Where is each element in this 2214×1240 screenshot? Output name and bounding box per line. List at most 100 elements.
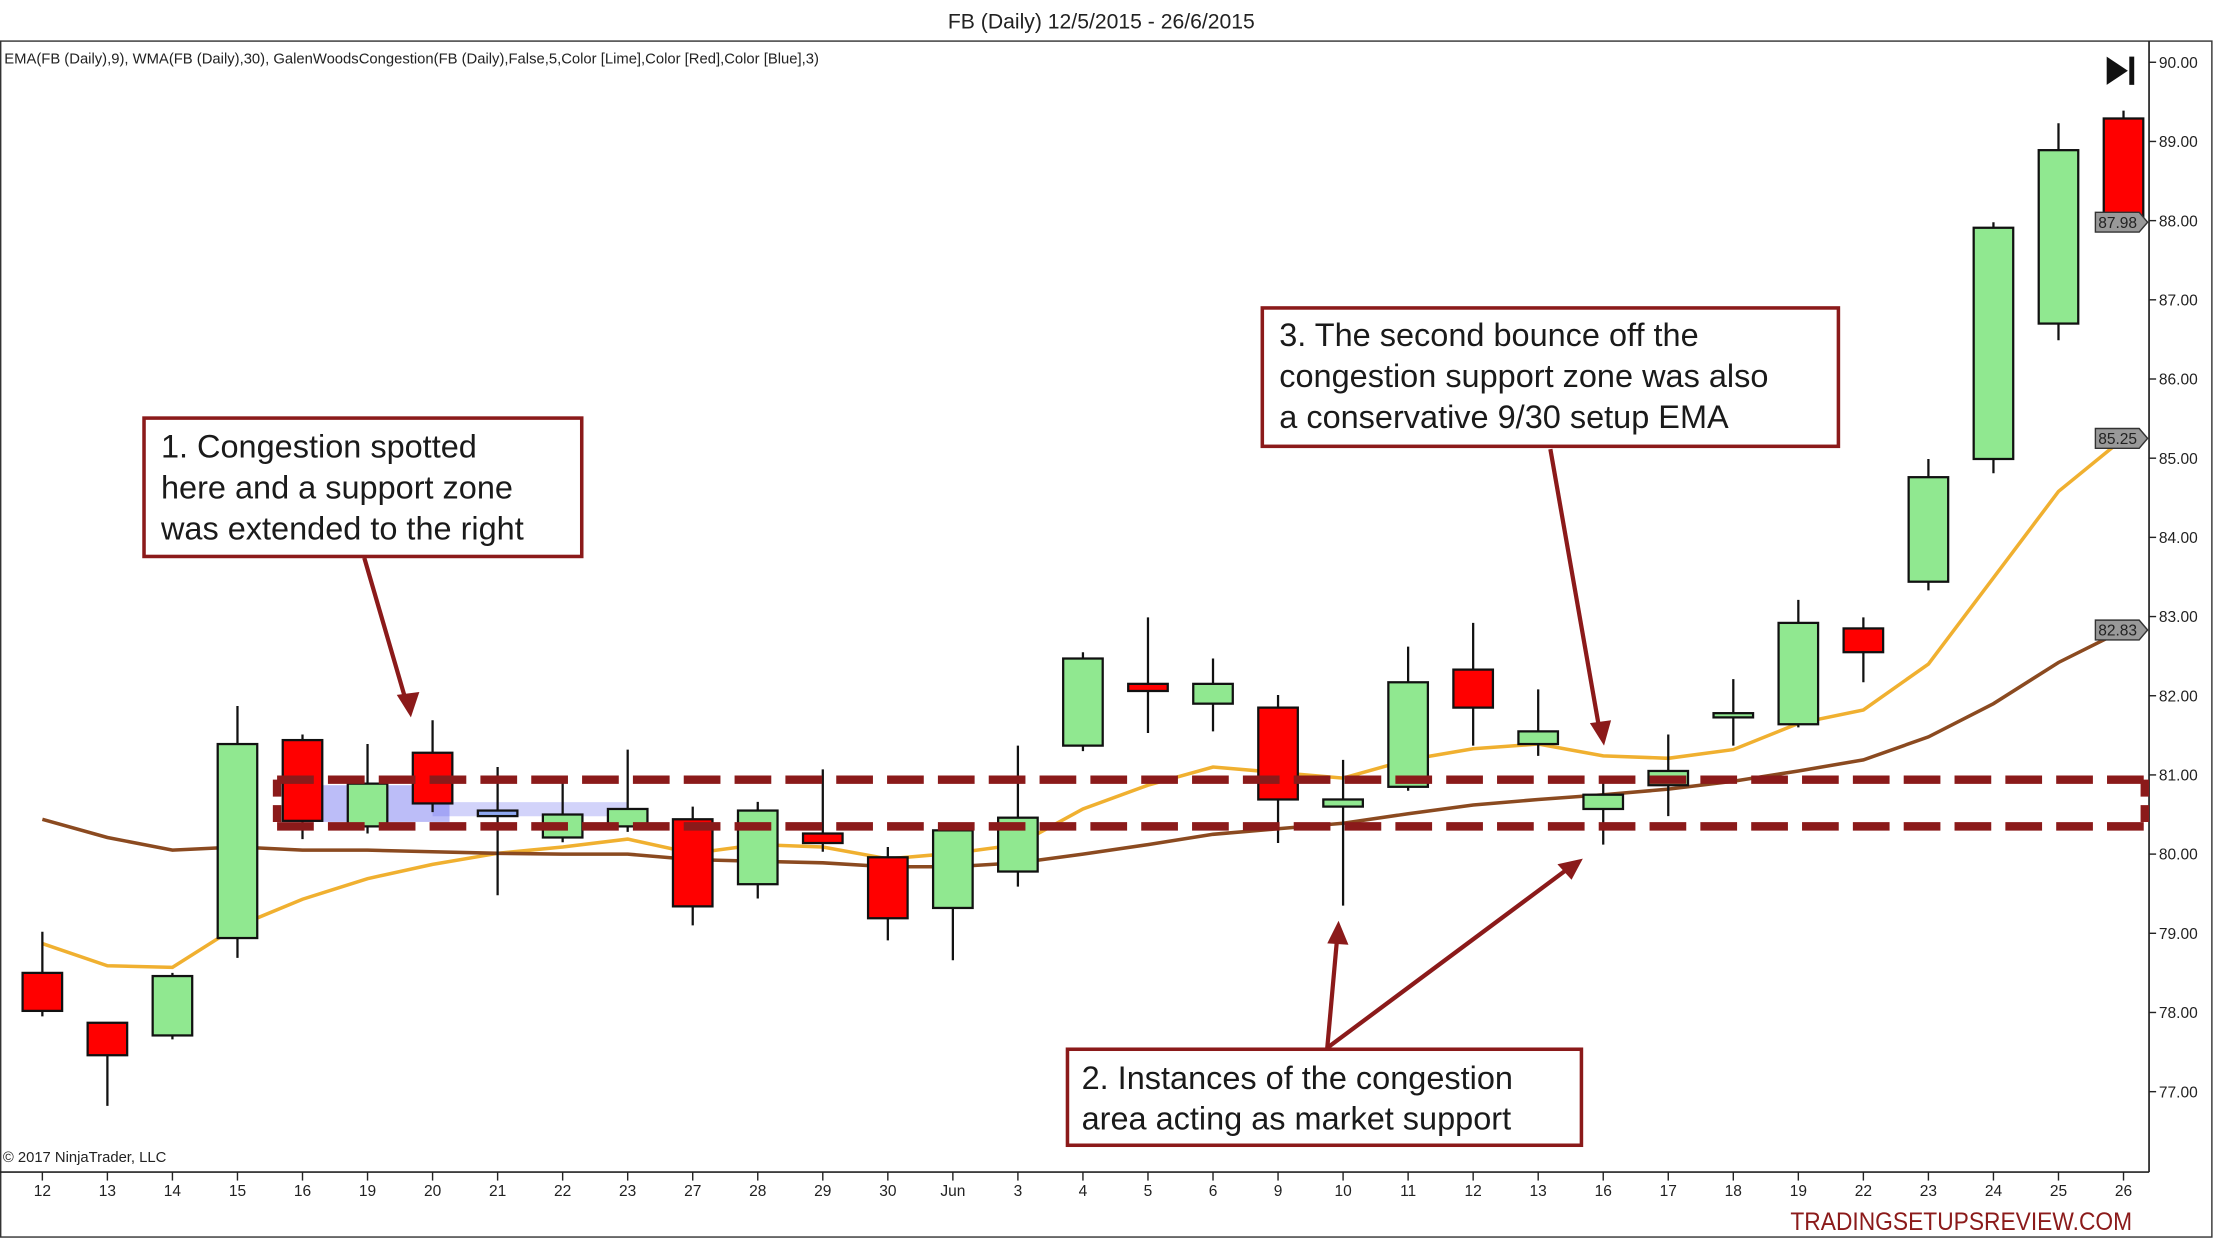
candle-body: [801, 832, 844, 845]
support-zone: [272, 775, 2150, 831]
candle: [86, 1021, 129, 1106]
y-tick-label: 78.00: [2159, 1005, 2198, 1022]
x-tick-label: 4: [1079, 1183, 1088, 1200]
x-tick-label: 22: [1855, 1183, 1872, 1200]
x-tick-label: 26: [2115, 1183, 2132, 1200]
candle-body: [1517, 730, 1560, 746]
candle-body: [346, 782, 389, 828]
x-tick-label: 6: [1209, 1183, 1218, 1200]
candle-body: [86, 1021, 129, 1057]
y-tick-label: 79.00: [2159, 926, 2198, 943]
x-tick-label: 5: [1144, 1183, 1153, 1200]
arrow-note2b: [1326, 865, 1572, 1050]
x-tick-label: 13: [99, 1183, 116, 1200]
candle: [931, 827, 974, 961]
candle-body: [1972, 226, 2015, 461]
x-tick-label: 9: [1274, 1183, 1283, 1200]
candle-body: [216, 742, 259, 940]
x-tick-label: 22: [554, 1183, 571, 1200]
x-tick-label: 25: [2050, 1183, 2067, 1200]
x-tick-label: 19: [1790, 1183, 1807, 1200]
x-tick-label: 21: [489, 1183, 506, 1200]
note3-line2: congestion support zone was also: [1279, 358, 1768, 394]
price-marker-label: 82.83: [2098, 623, 2137, 640]
chart-frame: [0, 40, 2213, 1238]
y-tick-label: 87.00: [2159, 292, 2198, 309]
x-tick-label: 27: [684, 1183, 701, 1200]
arrowhead-note1: [396, 692, 420, 718]
ema-line: [41, 437, 2125, 970]
note1-line2: here and a support zone: [161, 470, 513, 506]
candle: [606, 749, 649, 832]
x-tick-label: 12: [1465, 1183, 1482, 1200]
indicator-lines: [41, 437, 2125, 970]
congestion-extension: [432, 802, 628, 817]
x-tick-label: 29: [814, 1183, 831, 1200]
price-marker-label: 87.98: [2098, 215, 2137, 232]
arrow-note3: [1548, 448, 1602, 732]
y-tick-label: 82.00: [2159, 688, 2198, 705]
arrowhead-note2a: [1327, 920, 1349, 945]
annotation-arrows: [362, 448, 1612, 1050]
y-tick-label: 88.00: [2159, 213, 2198, 230]
note2-line1: 2. Instances of the congestion: [1082, 1060, 1513, 1096]
x-tick-label: 24: [1985, 1183, 2003, 1200]
candle: [1322, 759, 1364, 906]
x-tick-label: 11: [1400, 1183, 1416, 1200]
candle-body: [736, 809, 779, 886]
arrowhead-note3: [1589, 720, 1612, 746]
candle-body: [1127, 682, 1169, 693]
candle-body: [151, 974, 194, 1037]
candle: [411, 720, 454, 813]
annotation-note1: 1. Congestion spotted here and a support…: [142, 416, 584, 559]
x-tick-label: 16: [294, 1183, 311, 1200]
time-axis: 12 13 14 15 16 19 20 21 22 23 27 28 29 30 Jun 3 4 5 6 9 10 11…: [34, 1172, 2132, 1200]
candle-body: [1192, 682, 1234, 705]
candle: [1582, 781, 1625, 845]
candle-body: [1387, 681, 1430, 788]
x-tick-label: 17: [1660, 1183, 1677, 1200]
chart-title: FB (Daily) 12/5/2015 - 26/6/2015: [948, 10, 1255, 33]
y-tick-label: 85.00: [2159, 451, 2198, 468]
candle-body: [1257, 706, 1299, 801]
candle-body: [671, 818, 714, 908]
candle: [1127, 617, 1169, 733]
candle-body: [1842, 627, 1885, 654]
candle: [1192, 658, 1234, 732]
candle-body: [1062, 657, 1104, 747]
price-marker: [2094, 619, 2149, 641]
skip-to-end-icon[interactable]: [2106, 56, 2135, 85]
candle-body: [1907, 476, 1950, 583]
note3-line1: 3. The second bounce off the: [1279, 317, 1698, 353]
price-marker: [2094, 211, 2149, 233]
candle-body: [931, 829, 974, 910]
note1-line1: 1. Congestion spotted: [161, 429, 477, 465]
price-marker-label: 85.25: [2098, 431, 2137, 448]
candle: [1907, 458, 1950, 591]
x-tick-label: 3: [1014, 1183, 1023, 1200]
y-tick-label: 83.00: [2159, 609, 2198, 626]
candle-body: [1777, 621, 1820, 726]
x-tick-label: 28: [749, 1183, 766, 1200]
candle-body: [2102, 117, 2145, 224]
candle: [1517, 689, 1560, 756]
x-tick-label: 20: [424, 1183, 442, 1200]
candle-body: [1712, 712, 1755, 719]
annotation-note3: 3. The second bounce off the congestion …: [1260, 306, 1841, 449]
candle-body: [606, 807, 649, 828]
candle: [1647, 734, 1690, 817]
y-tick-label: 90.00: [2159, 55, 2198, 72]
y-tick-label: 81.00: [2159, 768, 2198, 785]
wma-line: [41, 628, 2125, 869]
arrow-note2a: [1325, 937, 1340, 1049]
candle: [1972, 222, 2015, 474]
y-tick-label: 80.00: [2159, 847, 2198, 864]
candles: [21, 110, 2145, 1106]
candle-body: [1452, 668, 1495, 709]
x-tick-label: 16: [1595, 1183, 1612, 1200]
x-tick-label: 18: [1725, 1183, 1742, 1200]
candle-body: [2037, 149, 2080, 325]
candle: [736, 801, 779, 899]
candle: [1712, 679, 1755, 746]
indicator-label: EMA(FB (Daily),9), WMA(FB (Daily),30), G…: [4, 52, 819, 68]
